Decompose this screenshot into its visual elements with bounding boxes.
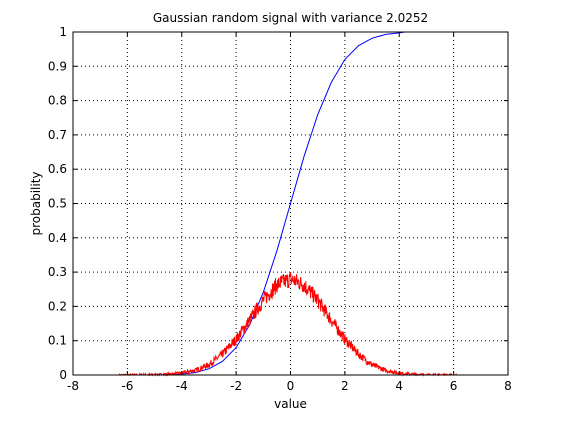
y-tick-label: 0.5 [48,197,67,211]
y-tick-label: 0.3 [48,265,67,279]
x-tick-label: 6 [450,379,458,393]
y-tick-label: 0.6 [48,162,67,176]
x-tick-label: -4 [176,379,188,393]
y-axis-label: probability [29,171,43,235]
x-tick-label: 2 [341,379,349,393]
x-tick-labels: -8 -6 -4 -2 0 2 4 6 8 [67,379,512,393]
series-line-red [118,271,460,377]
y-tick-label: 0.1 [48,334,67,348]
x-tick-label: -8 [67,379,79,393]
y-tick-label: 0.9 [48,59,67,73]
y-tick-label: 1 [59,25,67,39]
y-tick-label: 0.8 [48,94,67,108]
y-tick-label: 0 [59,368,67,382]
chart-title: Gaussian random signal with variance 2.0… [153,11,428,25]
x-tick-label: -2 [230,379,242,393]
y-tick-label: 0.7 [48,128,67,142]
y-tick-label: 0.4 [48,231,67,245]
grid-lines [73,32,508,375]
x-tick-label: -6 [121,379,133,393]
y-tick-label: 0.2 [48,299,67,313]
x-tick-label: 8 [504,379,512,393]
x-axis-label: value [274,397,307,411]
y-tick-labels: 0 0.1 0.2 0.3 0.4 0.5 0.6 0.7 0.8 0.9 1 [48,25,67,382]
tick-marks [72,31,509,376]
x-tick-label: 4 [395,379,403,393]
x-tick-label: 0 [287,379,295,393]
